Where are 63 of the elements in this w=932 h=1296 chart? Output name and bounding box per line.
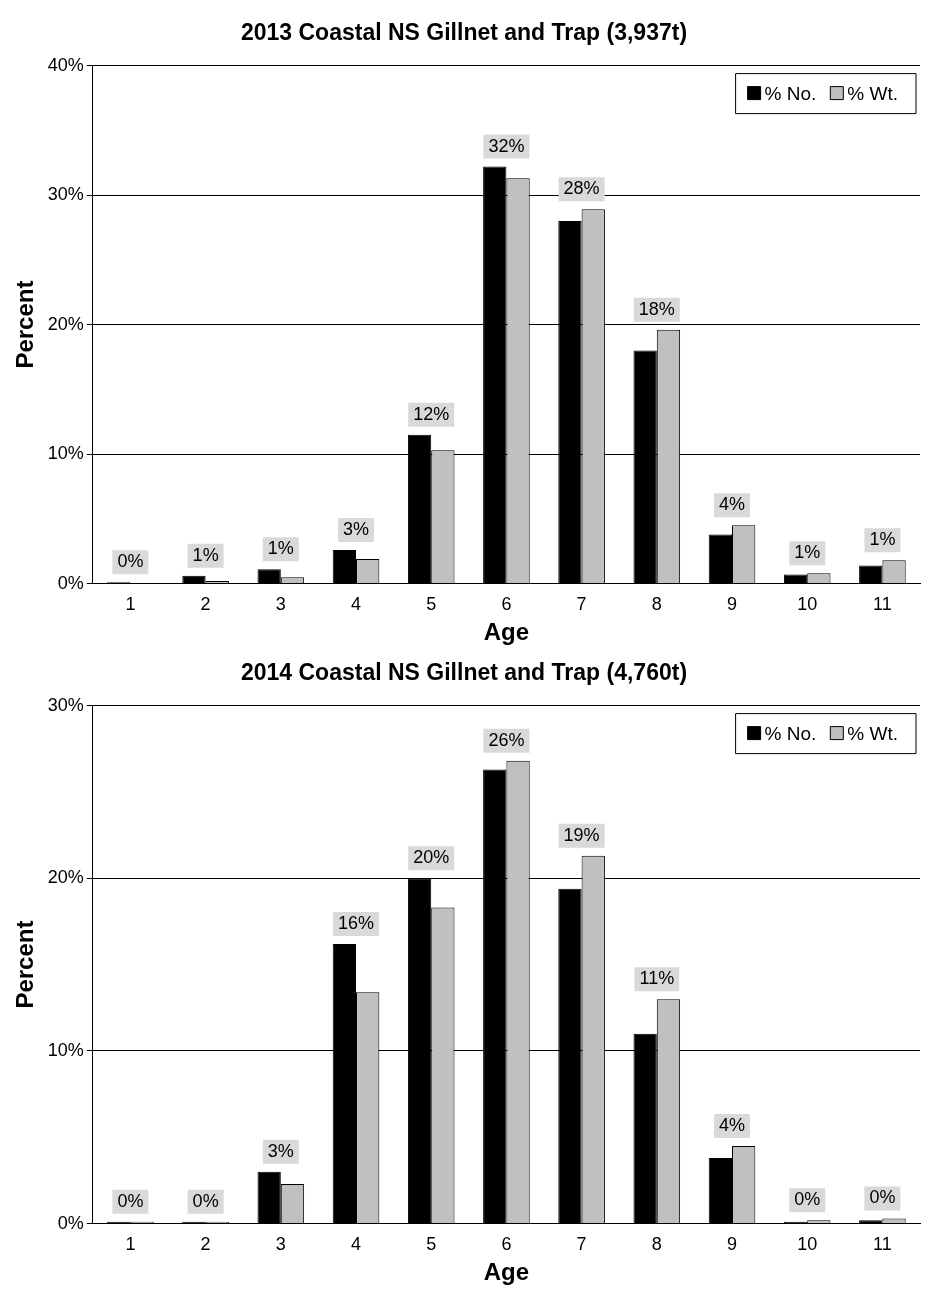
x-tick-label: 1 [125,1234,136,1255]
x-tick-label: 3 [275,1234,286,1255]
x-tick-label: 9 [727,594,738,615]
data-label: 28% [563,178,600,199]
chart-title: 2013 Coastal NS Gillnet and Trap (3,937t) [240,19,688,46]
y-tick-label: 0% [57,1212,84,1233]
data-label: 4% [719,1114,746,1135]
x-tick-label: 2 [200,594,211,615]
chart-title: 2014 Coastal NS Gillnet and Trap (4,760t) [240,659,688,686]
data-label: 3% [267,1140,294,1161]
data-label: 26% [488,729,525,750]
data-label: 20% [413,847,450,868]
y-tick-label: 20% [47,867,84,888]
y-tick-label: 20% [47,313,84,334]
data-label: 1% [192,544,219,565]
data-label: 32% [488,135,525,156]
data-label: 0% [117,1190,144,1211]
y-tick-label: 10% [47,443,84,464]
x-tick-label: 4 [351,1234,362,1255]
data-label: 1% [267,538,294,559]
x-tick-label: 5 [426,1234,437,1255]
data-label: 19% [563,824,600,845]
data-label: 0% [192,1190,219,1211]
legend-label: % Wt. [847,722,899,744]
x-tick-label: 3 [275,594,286,615]
x-tick-label: 10 [797,594,818,615]
data-label: 4% [719,494,746,515]
data-label: 16% [338,912,375,933]
x-tick-label: 9 [727,1234,738,1255]
x-tick-label: 10 [797,1234,818,1255]
y-tick-label: 0% [57,572,84,593]
x-tick-label: 1 [125,594,136,615]
y-axis-title: Percent [11,280,39,369]
y-axis-title: Percent [11,920,39,1009]
x-axis-title: Age [483,1258,530,1286]
x-tick-label: 11 [873,1234,892,1255]
data-label: 11% [639,968,675,989]
x-tick-label: 8 [651,594,662,615]
x-tick-label: 6 [501,594,512,615]
data-label: 3% [343,518,370,539]
data-label: 18% [638,298,675,319]
legend-label: % No. [764,82,817,104]
x-tick-label: 5 [426,594,437,615]
x-axis-title: Age [483,618,530,646]
data-label: 0% [869,1187,896,1208]
y-tick-label: 30% [47,694,84,715]
data-label: 12% [413,403,450,424]
x-tick-label: 11 [873,594,892,615]
x-tick-label: 2 [200,1234,211,1255]
y-tick-label: 10% [47,1039,84,1060]
data-label: 0% [794,1189,821,1210]
x-tick-label: 7 [576,594,587,615]
legend-label: % Wt. [847,82,899,104]
x-tick-label: 7 [576,1234,587,1255]
legend-label: % No. [764,722,817,744]
x-tick-label: 8 [651,1234,662,1255]
x-tick-label: 6 [501,1234,512,1255]
data-label: 0% [117,551,144,572]
data-label: 1% [794,542,821,563]
y-tick-label: 30% [47,184,84,205]
data-label: 1% [869,529,896,550]
x-tick-label: 4 [351,594,362,615]
y-tick-label: 40% [47,54,84,75]
